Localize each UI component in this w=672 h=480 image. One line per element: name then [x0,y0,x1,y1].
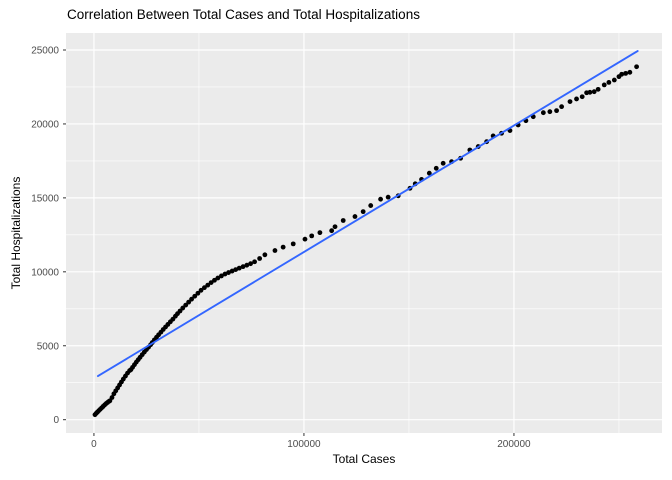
data-point [236,265,242,271]
data-point [332,224,338,230]
data-point [252,259,257,265]
data-point [634,64,639,70]
data-point [623,70,629,76]
y-tick-label: 15000 [31,193,59,204]
data-point [205,282,211,288]
data-point [440,160,446,166]
data-point [317,230,323,236]
data-point [280,244,286,250]
data-point [248,261,253,267]
data-point [272,248,278,253]
data-point [302,236,308,242]
y-tick-label: 5000 [37,341,60,352]
data-point [329,228,335,234]
x-axis-label: Total Cases [332,452,396,466]
data-point [579,94,585,100]
y-tick-label: 25000 [31,46,59,57]
chart-title: Correlation Between Total Cases and Tota… [67,7,420,22]
data-point [198,287,204,293]
y-axis-label: Total Hospitalizations [9,176,23,290]
data-point [180,305,186,311]
data-point [186,299,192,305]
y-tick-label: 0 [53,415,59,426]
data-point [219,273,224,279]
data-point [595,86,601,92]
data-point [368,203,374,208]
x-tick-label: 200000 [497,439,531,450]
data-point [189,296,194,302]
data-point [611,77,617,83]
data-point [109,395,115,400]
data-point [240,264,246,270]
data-point [262,252,268,258]
data-point [378,196,383,202]
data-point [183,302,189,308]
data-point [601,82,607,88]
data-point [208,280,214,286]
data-point [559,104,565,110]
data-point [195,290,201,296]
data-point [574,96,579,102]
data-point [201,285,207,291]
data-point [567,99,573,105]
data-point [587,89,593,95]
plot-panel [66,33,662,433]
trend-line [96,50,639,378]
data-point [340,218,346,223]
data-point [352,214,358,219]
data-point [606,79,612,85]
data-point [627,69,633,75]
x-tick-label: 100000 [287,439,321,450]
data-point [547,109,553,115]
x-tick-label: 0 [91,439,97,450]
data-point [309,233,315,239]
data-point [360,209,366,215]
data-point [244,262,250,268]
data-point [540,110,546,116]
data-point [215,275,221,281]
y-tick-label: 20000 [31,119,59,130]
data-point [619,71,625,77]
data-point [385,194,391,200]
data-point [192,293,198,299]
data-point [554,108,559,114]
data-point [433,165,439,171]
data-point [257,256,263,261]
data-point [290,241,296,247]
data-point [426,170,432,176]
y-tick-label: 10000 [31,267,59,278]
data-point [591,89,597,95]
